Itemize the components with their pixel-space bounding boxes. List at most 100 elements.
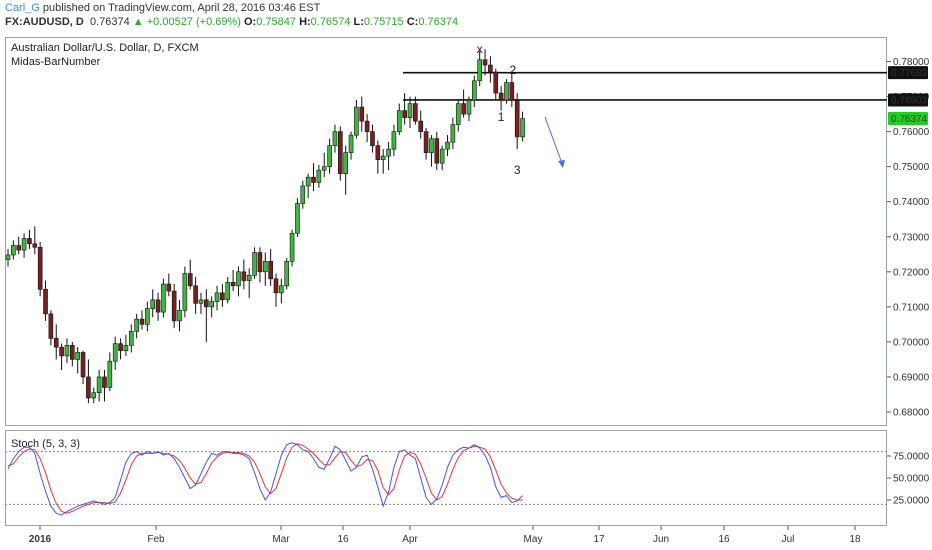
candle-body <box>455 103 461 125</box>
close-label: C: <box>406 16 419 28</box>
publish-line: Carl_G published on TradingView.com, Apr… <box>5 2 320 14</box>
y-tick-label: 0.78000 <box>893 57 930 68</box>
price-tag <box>888 66 928 80</box>
candle-body <box>86 376 91 399</box>
candle-body <box>43 289 48 315</box>
x-tick-label: 18 <box>849 534 861 545</box>
y-tick-label: 0.73000 <box>893 232 930 243</box>
stoch-k-line <box>7 442 523 516</box>
candle-body <box>316 169 322 183</box>
candle-body <box>514 99 520 138</box>
candle-body <box>91 392 97 399</box>
candle-body <box>396 110 402 132</box>
y-tick-label: 0.75000 <box>893 162 930 173</box>
candle-body <box>311 176 316 183</box>
candle-body <box>246 275 252 281</box>
candle-body <box>391 131 397 150</box>
candle-body <box>386 148 391 157</box>
candle-body <box>434 138 440 164</box>
candle-body <box>445 141 450 150</box>
candle-body <box>102 376 107 388</box>
candle-body <box>16 245 22 251</box>
candle-body <box>64 345 70 357</box>
x-tick-label: Mar <box>272 534 290 545</box>
x-tick-label: Apr <box>402 534 418 545</box>
last-price: 0.76374 <box>89 16 130 28</box>
candle-body <box>171 290 177 322</box>
y-tick-label: 0.76000 <box>893 127 930 138</box>
low-value: 0.75715 <box>363 16 404 28</box>
candle-body <box>107 360 113 388</box>
candle-body <box>209 301 214 308</box>
candle-body <box>354 106 359 136</box>
x-tick-label: 16 <box>718 534 730 545</box>
candle-body <box>204 299 209 308</box>
high-label: H: <box>299 16 311 28</box>
indicator-label: Midas-BarNumber <box>11 56 101 68</box>
candle-body <box>220 292 225 301</box>
price-tag-label: 0.76374 <box>891 114 928 125</box>
candle-body <box>284 260 290 287</box>
candle-body <box>295 203 300 234</box>
open-label: O: <box>244 16 257 28</box>
candle-body <box>413 103 418 122</box>
price-pane[interactable] <box>5 37 887 426</box>
y-tick-label: 0.70000 <box>893 337 930 348</box>
candle-body <box>123 345 129 351</box>
candle-body <box>348 134 354 153</box>
candle-body <box>268 260 273 280</box>
candle-body <box>128 331 134 346</box>
candle-body <box>423 131 429 153</box>
candle-body <box>150 299 156 309</box>
candle-body <box>161 283 166 313</box>
candle-body <box>332 131 338 146</box>
y-tick-label: 0.71000 <box>893 302 930 313</box>
candle-body <box>198 299 204 304</box>
candle-body <box>498 92 504 101</box>
candle-body <box>32 243 38 248</box>
publish-header: Carl_G published on TradingView.com, Apr… <box>0 0 932 32</box>
stoch-tick-label: 50.0000 <box>893 474 930 485</box>
candle-body <box>257 252 263 273</box>
candle-body <box>48 313 54 339</box>
candle-body <box>145 308 150 325</box>
high-value: 0.76574 <box>310 16 351 28</box>
candle-body <box>134 318 139 332</box>
price-tag-label: 0.76903 <box>891 95 928 106</box>
candle-body <box>509 82 515 101</box>
candle-body <box>504 82 509 101</box>
change-value: ▲ +0.00527 (+0.69%) <box>132 16 241 28</box>
price-tag <box>888 93 928 107</box>
candle-body <box>359 106 365 122</box>
stoch-pane[interactable] <box>5 430 887 526</box>
ohlc-line: FX:AUDUSD, D 0.76374 ▲ +0.00527 (+0.69%)… <box>5 16 458 28</box>
candle-body <box>155 299 161 313</box>
close-value: 0.76374 <box>418 16 459 28</box>
candle-body <box>252 252 257 276</box>
x-tick-label: 16 <box>337 534 349 545</box>
projection-arrowhead <box>558 160 565 168</box>
author-link[interactable]: Carl_G <box>5 2 40 14</box>
candle-body <box>75 352 80 360</box>
low-label: L: <box>353 16 364 28</box>
candle-body <box>488 64 493 73</box>
candle-body <box>305 176 311 187</box>
candle-body <box>429 138 434 153</box>
candle-body <box>343 152 348 174</box>
candle-body <box>241 271 247 281</box>
candle-body <box>193 285 198 304</box>
candle-body <box>477 59 482 82</box>
candle-body <box>236 271 241 287</box>
candle-body <box>364 120 370 132</box>
candle-body <box>439 148 445 164</box>
candle-body <box>139 318 145 325</box>
annotation-1: 1 <box>498 110 505 124</box>
annotation-3: 3 <box>514 163 521 177</box>
candle-body <box>214 292 220 302</box>
y-tick-label: 0.69000 <box>893 372 930 383</box>
candle-body <box>53 338 59 348</box>
candle-body <box>5 254 11 260</box>
published-text: published on TradingView.com, April 28, … <box>42 2 321 14</box>
candle-body <box>450 124 456 143</box>
candle-body <box>520 118 525 138</box>
